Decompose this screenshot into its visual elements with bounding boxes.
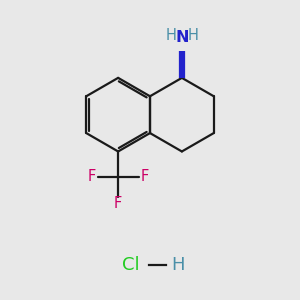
Text: H: H bbox=[188, 28, 199, 44]
Text: N: N bbox=[175, 31, 189, 46]
Text: H: H bbox=[171, 256, 185, 274]
Text: F: F bbox=[114, 196, 122, 211]
Text: F: F bbox=[88, 169, 96, 184]
Text: F: F bbox=[140, 169, 149, 184]
Text: Cl: Cl bbox=[122, 256, 140, 274]
Text: H: H bbox=[165, 28, 176, 44]
